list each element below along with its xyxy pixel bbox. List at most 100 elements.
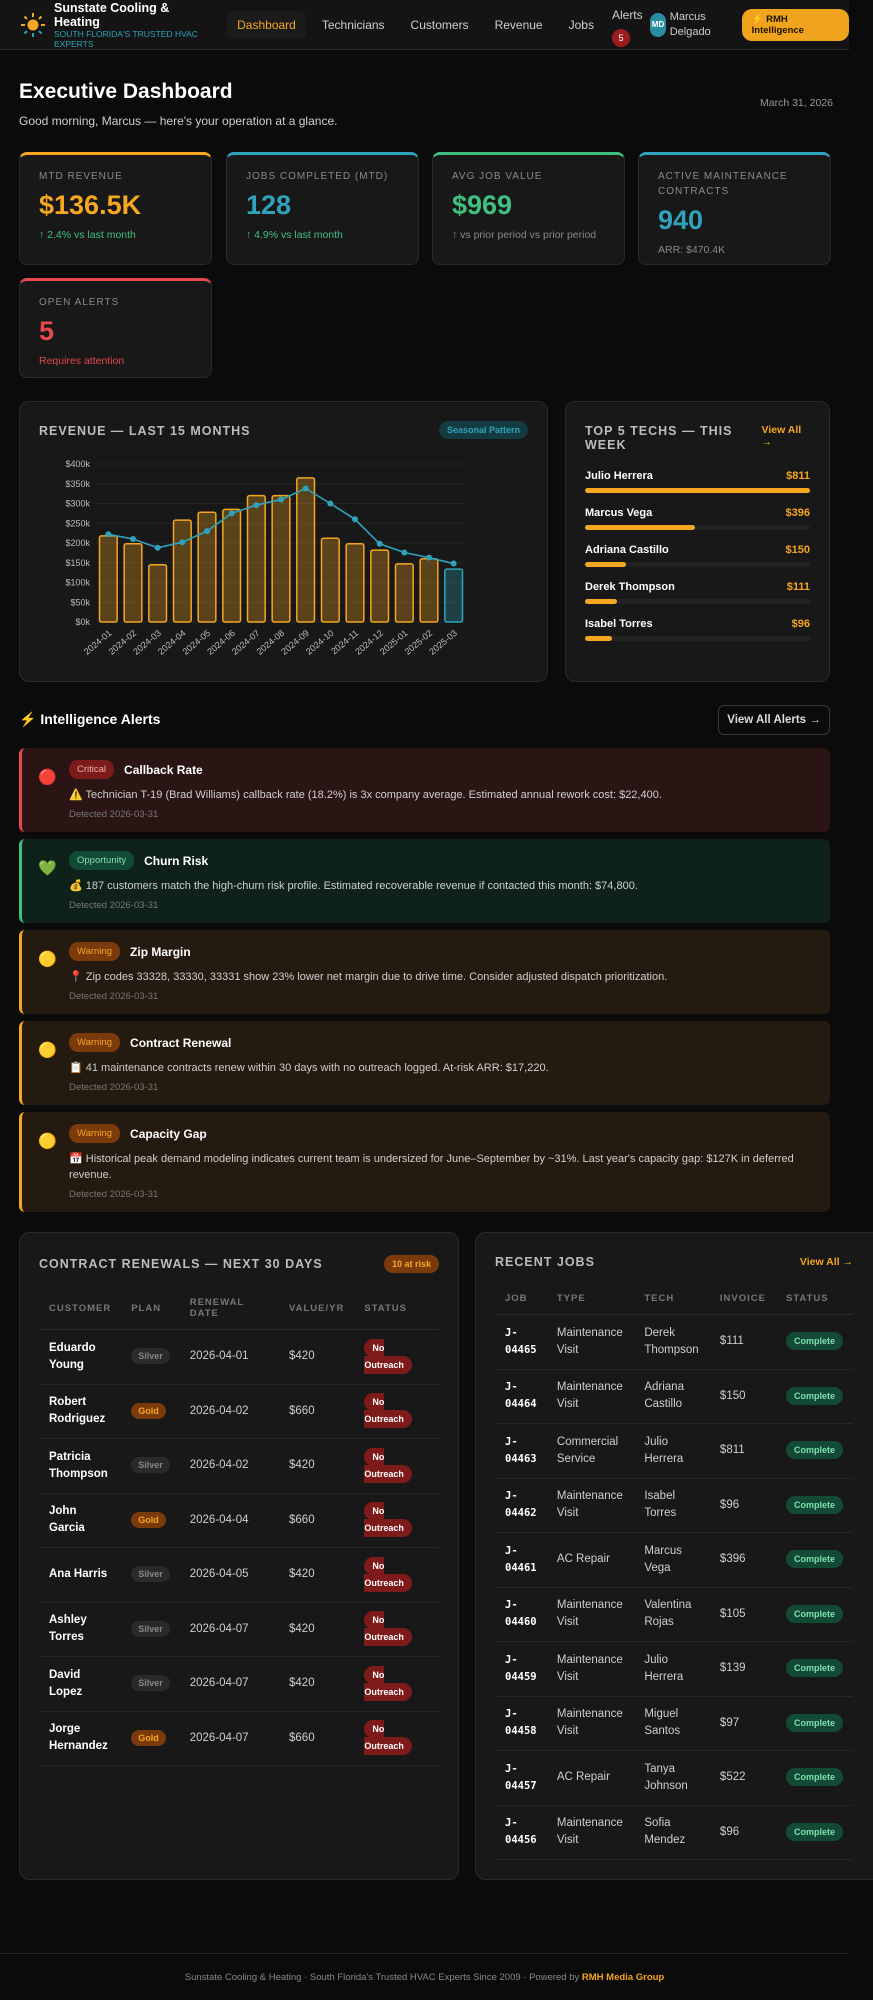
alert-card[interactable]: 🟡 Warning Capacity Gap 📅 Historical peak de…: [19, 1112, 830, 1212]
table-row[interactable]: Robert Rodriguez Gold 2026-04-02 $660 No Out…: [39, 1384, 439, 1439]
table-row[interactable]: J-04462 Maintenance Visit Isabel Torres $96…: [495, 1478, 853, 1533]
revenue-bar[interactable]: [444, 568, 464, 623]
table-row[interactable]: J-04461 AC Repair Marcus Vega $396 Complete: [495, 1532, 853, 1588]
column-header[interactable]: PLAN: [121, 1297, 180, 1330]
table-row[interactable]: J-04458 Maintenance Visit Miguel Santos $97…: [495, 1696, 853, 1751]
table-row[interactable]: John Garcia Gold 2026-04-04 $660 No Outreach: [39, 1493, 439, 1548]
tech-item[interactable]: Isabel Torres $96: [585, 618, 810, 641]
nav-jobs[interactable]: Jobs: [568, 17, 594, 32]
trend-point[interactable]: [376, 540, 383, 547]
customer-name[interactable]: Eduardo Young: [49, 1341, 96, 1371]
tech-item[interactable]: Adriana Castillo $150: [585, 544, 810, 567]
table-row[interactable]: Jorge Hernandez Gold 2026-04-07 $660 No Outr…: [39, 1711, 439, 1766]
trend-point[interactable]: [154, 544, 161, 551]
job-id[interactable]: J-04464: [505, 1381, 537, 1411]
job-id[interactable]: J-04465: [505, 1326, 537, 1356]
trend-point[interactable]: [278, 496, 284, 503]
column-header[interactable]: JOB: [495, 1293, 547, 1315]
revenue-bar[interactable]: [345, 543, 365, 623]
customer-name[interactable]: Ana Harris: [49, 1568, 108, 1581]
trend-point[interactable]: [450, 560, 457, 567]
job-id[interactable]: J-04456: [505, 1817, 537, 1847]
table-row[interactable]: J-04460 Maintenance Visit Valentina Rojas $…: [495, 1587, 853, 1642]
trend-point[interactable]: [228, 510, 235, 517]
revenue-bar[interactable]: [296, 477, 316, 623]
revenue-bar[interactable]: [197, 511, 217, 623]
user-name[interactable]: Marcus Delgado: [669, 10, 711, 38]
trend-point[interactable]: [105, 531, 112, 538]
table-row[interactable]: J-04459 Maintenance Visit Julio Herrera $13…: [495, 1641, 853, 1697]
revenue-bar[interactable]: [394, 563, 414, 623]
revenue-bar[interactable]: [123, 543, 143, 623]
column-header[interactable]: TECH: [634, 1293, 710, 1315]
trend-point[interactable]: [253, 502, 260, 509]
techs-view-all-link[interactable]: View All →: [761, 424, 802, 448]
column-header[interactable]: RENEWAL DATE: [179, 1297, 280, 1330]
revenue-bar[interactable]: [98, 535, 118, 623]
trend-point[interactable]: [204, 528, 210, 535]
table-row[interactable]: Eduardo Young Silver 2026-04-01 $420 No Outr…: [39, 1329, 439, 1385]
nav-technicians[interactable]: Technicians: [321, 17, 385, 32]
column-header[interactable]: CUSTOMER: [39, 1297, 122, 1330]
customer-name[interactable]: Robert Rodriguez: [49, 1396, 106, 1426]
view-all-alerts-button[interactable]: View All Alerts →: [718, 705, 830, 735]
revenue-bar[interactable]: [271, 494, 291, 623]
tech-item[interactable]: Derek Thompson $111: [585, 581, 810, 604]
alert-card[interactable]: 🟡 Warning Contract Renewal 📋 41 maintenance…: [19, 1021, 830, 1105]
revenue-bar[interactable]: [419, 558, 439, 623]
revenue-bar[interactable]: [320, 537, 340, 623]
trend-point[interactable]: [327, 500, 334, 507]
customer-name[interactable]: Patricia Thompson: [49, 1450, 108, 1480]
job-id[interactable]: J-04461: [505, 1544, 537, 1574]
revenue-bar[interactable]: [222, 508, 242, 623]
column-header[interactable]: TYPE: [546, 1293, 635, 1315]
alert-card[interactable]: 🔴 Critical Callback Rate ⚠️ Technician T-19…: [19, 748, 830, 832]
revenue-bar[interactable]: [246, 494, 266, 623]
trend-point[interactable]: [426, 554, 432, 561]
trend-point[interactable]: [401, 549, 408, 556]
revenue-bar[interactable]: [172, 519, 192, 623]
trend-point[interactable]: [302, 485, 309, 492]
table-row[interactable]: Patricia Thompson Silver 2026-04-02 $420 No …: [39, 1438, 439, 1494]
tech-item[interactable]: Marcus Vega $396: [585, 507, 810, 530]
table-row[interactable]: J-04465 Maintenance Visit Derek Thompson $1…: [495, 1314, 853, 1370]
table-row[interactable]: J-04463 Commercial Service Julio Herrera $8…: [495, 1423, 853, 1479]
alert-card[interactable]: 🟡 Warning Zip Margin 📍 Zip codes 33328, 333…: [19, 930, 830, 1014]
column-header[interactable]: INVOICE: [709, 1293, 776, 1315]
table-row[interactable]: Ana Harris Silver 2026-04-05 $420 No Outreac…: [39, 1547, 439, 1603]
tech-item[interactable]: Julio Herrera $811: [585, 470, 810, 493]
trend-point[interactable]: [130, 536, 136, 543]
job-id[interactable]: J-04457: [505, 1762, 537, 1792]
column-header[interactable]: STATUS: [354, 1297, 439, 1330]
revenue-bar[interactable]: [370, 549, 390, 623]
trend-point[interactable]: [352, 516, 358, 523]
nav-customers[interactable]: Customers: [410, 17, 469, 32]
job-id[interactable]: J-04462: [505, 1490, 537, 1520]
customer-name[interactable]: John Garcia: [49, 1505, 85, 1535]
kpi-value: 128: [246, 190, 292, 220]
table-row[interactable]: J-04464 Maintenance Visit Adriana Castillo…: [495, 1369, 853, 1424]
job-id[interactable]: J-04463: [505, 1435, 537, 1465]
nav-alerts[interactable]: Alerts 5: [611, 2, 650, 48]
table-row[interactable]: David Lopez Silver 2026-04-07 $420 No Outrea…: [39, 1656, 439, 1712]
job-id[interactable]: J-04460: [505, 1599, 537, 1629]
table-row[interactable]: J-04457 AC Repair Tanya Johnson $522 Complet…: [495, 1750, 853, 1806]
customer-name[interactable]: Ashley Torres: [49, 1614, 87, 1644]
column-header[interactable]: VALUE/YR: [279, 1297, 355, 1330]
table-row[interactable]: Ashley Torres Silver 2026-04-07 $420 No Outr…: [39, 1602, 439, 1657]
column-header[interactable]: STATUS: [775, 1293, 853, 1315]
jobs-view-all-link[interactable]: View All →: [799, 1256, 853, 1268]
footer-link[interactable]: RMH Media Group: [581, 1972, 665, 1983]
nav-dashboard[interactable]: Dashboard: [227, 10, 306, 39]
avatar[interactable]: MD: [650, 12, 666, 37]
nav-revenue[interactable]: Revenue: [494, 17, 543, 32]
job-id[interactable]: J-04458: [505, 1708, 537, 1738]
revenue-bar[interactable]: [148, 563, 168, 623]
trend-point[interactable]: [179, 539, 186, 546]
table-row[interactable]: J-04456 Maintenance Visit Sofia Mendez $96 C…: [495, 1805, 853, 1860]
customer-name[interactable]: Jorge Hernandez: [49, 1723, 108, 1753]
rmh-intelligence-button[interactable]: ⚡ RMH Intelligence: [741, 8, 849, 41]
job-id[interactable]: J-04459: [505, 1653, 537, 1683]
customer-name[interactable]: David Lopez: [49, 1668, 83, 1698]
alert-card[interactable]: 💚 Opportunity Churn Risk 💰 187 customers ma…: [19, 839, 830, 923]
